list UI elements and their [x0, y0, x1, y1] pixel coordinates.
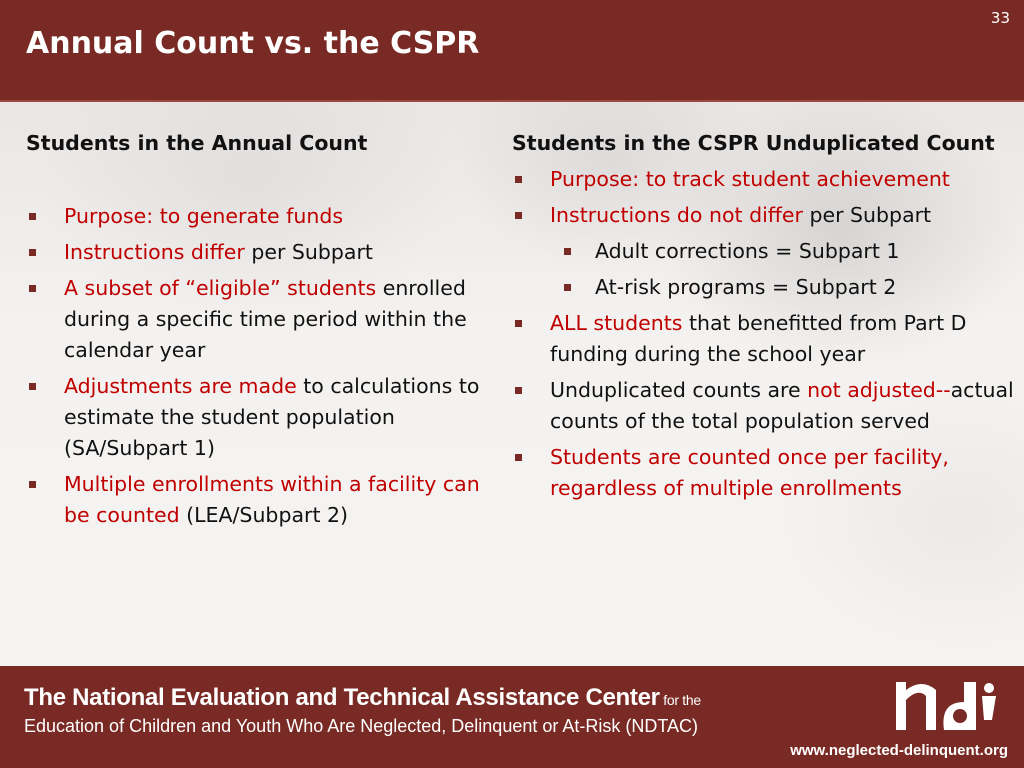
emphasis-text: Purpose: to generate funds	[64, 204, 344, 228]
emphasis-text: Adjustments are made	[64, 374, 297, 398]
item-text: per Subpart	[244, 240, 373, 264]
sub-list-item: Adult corrections = Subpart 1	[550, 236, 1022, 267]
emphasis-text: Purpose: to track student achievement	[550, 167, 950, 191]
list-item: Unduplicated counts are not adjusted--ac…	[512, 375, 1022, 437]
item-text: to calculations to estimate the student …	[64, 374, 480, 460]
cspr-list: Purpose: to track student achievement In…	[512, 164, 1022, 504]
cspr-heading: Students in the CSPR Unduplicated Count	[512, 131, 995, 155]
org-subtitle: Education of Children and Youth Who Are …	[24, 716, 699, 736]
annual-count-list: Purpose: to generate funds Instructions …	[26, 201, 496, 531]
emphasis-text: Instructions differ	[64, 240, 245, 264]
annual-count-column: Students in the Annual Count Purpose: to…	[26, 128, 496, 531]
background-photo	[0, 100, 1024, 666]
org-name-suffix: for the	[659, 692, 701, 708]
list-item: ALL students that benefitted from Part D…	[512, 308, 1022, 370]
list-item: A subset of “eligible” students enrolled…	[26, 273, 496, 366]
emphasis-text: Multiple enrollments within a facility c…	[64, 472, 480, 527]
list-item: Multiple enrollments within a facility c…	[26, 469, 496, 531]
list-item: Instructions do not differ per Subpart A…	[512, 200, 1022, 303]
sub-list: Adult corrections = Subpart 1 At-risk pr…	[550, 236, 1022, 303]
item-text: that benefitted from Part D funding duri…	[550, 311, 967, 366]
ndtac-logo	[896, 682, 996, 730]
website-url[interactable]: www.neglected-delinquent.org	[790, 742, 1008, 759]
slide-title: Annual Count vs. the CSPR	[26, 26, 480, 61]
emphasis-text: Students are counted once per facility, …	[550, 445, 949, 500]
list-item: Purpose: to track student achievement	[512, 164, 1022, 195]
item-text: enrolled during a specific time period w…	[64, 276, 467, 362]
list-item: Students are counted once per facility, …	[512, 442, 1022, 504]
org-name: The National Evaluation and Technical As…	[24, 684, 701, 712]
item-text: per Subpart	[802, 203, 932, 227]
emphasis-text: ALL students	[550, 311, 683, 335]
org-name-text: The National Evaluation and Technical As…	[24, 684, 660, 711]
sub-list-item: At-risk programs = Subpart 2	[550, 272, 1022, 303]
annual-count-heading: Students in the Annual Count	[26, 131, 368, 155]
item-text: Unduplicated counts are	[550, 378, 808, 402]
list-item: Purpose: to generate funds	[26, 201, 496, 232]
emphasis-text: A subset of “eligible” students	[64, 276, 377, 300]
footer-bar: The National Evaluation and Technical As…	[0, 666, 1024, 768]
cspr-column: Students in the CSPR Unduplicated Count …	[512, 128, 1022, 504]
item-text: (LEA/Subpart 2)	[179, 503, 349, 527]
emphasis-text: Instructions do not differ	[550, 203, 803, 227]
slide-header: Annual Count vs. the CSPR 33	[0, 0, 1024, 102]
emphasis-text: not adjusted--	[807, 378, 951, 402]
list-item: Instructions differ per Subpart	[26, 237, 496, 268]
item-text: actual counts of the total population se…	[550, 378, 1014, 433]
page-number: 33	[990, 9, 1010, 27]
list-item: Adjustments are made to calculations to …	[26, 371, 496, 464]
